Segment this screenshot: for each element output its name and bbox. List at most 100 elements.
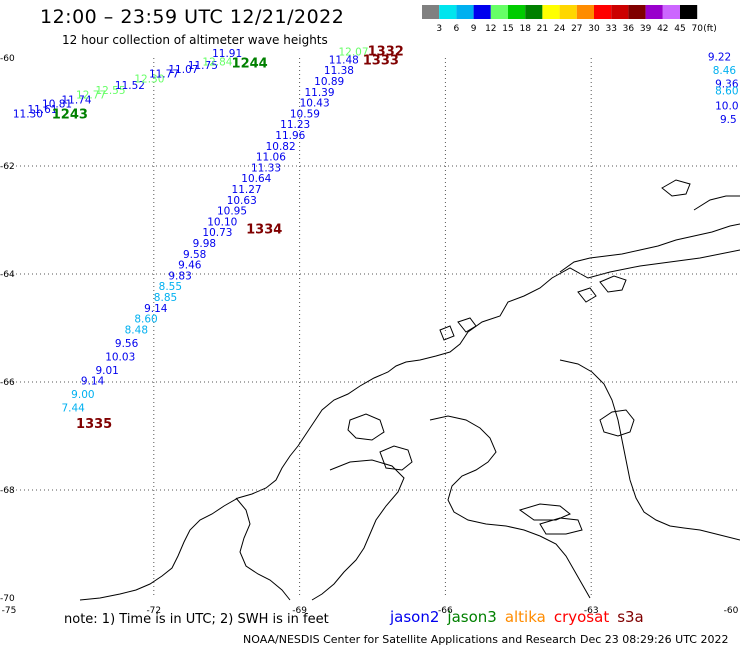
legend-swatch-21 bbox=[525, 5, 543, 19]
wave-height-label: 11.75 bbox=[188, 60, 218, 72]
wave-height-label: 11.39 bbox=[304, 87, 334, 99]
generation-timestamp: Dec 23 08:29:26 UTC 2022 bbox=[580, 633, 729, 646]
axis-ticks: -75 -72 -69 -66 -63 -60 -60 -62 -64 -66 -68 -70 bbox=[0, 54, 739, 616]
legend-tick-label: 70 bbox=[691, 24, 703, 34]
lat-tick-label: -68 bbox=[0, 486, 15, 496]
legend-swatch-3 bbox=[422, 5, 440, 19]
island-5 bbox=[439, 325, 455, 341]
lon-tick-label: -72 bbox=[146, 606, 161, 616]
wave-height-label: 9.56 bbox=[115, 338, 139, 350]
page-subtitle: 12 hour collection of altimeter wave hei… bbox=[62, 33, 328, 47]
wave-height-label: 10.64 bbox=[241, 173, 271, 185]
wave-height-label: 11.06 bbox=[256, 152, 286, 164]
lat-tick-label: -62 bbox=[0, 162, 15, 172]
wave-height-label: 9.14 bbox=[144, 303, 168, 315]
legend-swatch-12 bbox=[473, 5, 491, 19]
legend-tick-label: 6 bbox=[454, 24, 460, 34]
lon-tick-label: -69 bbox=[292, 606, 307, 616]
satellite-label-jason3: jason3 bbox=[447, 608, 497, 626]
wave-height-label: 11.96 bbox=[275, 130, 305, 142]
legend-tick-label: 27 bbox=[571, 24, 582, 34]
page-title: 12:00 – 23:59 UTC 12/21/2022 bbox=[40, 6, 345, 28]
satellite-legend: jason2 jason3 altika cryosat s3a bbox=[390, 608, 652, 626]
ice-edge-east bbox=[599, 409, 635, 437]
lat-tick-label: -64 bbox=[0, 270, 15, 280]
legend-swatch-42 bbox=[645, 5, 663, 19]
wave-height-label: 12.77 bbox=[76, 90, 106, 102]
wave-height-label: 10.73 bbox=[202, 227, 232, 239]
island-7 bbox=[518, 503, 571, 521]
wave-height-label: 8.46 bbox=[713, 65, 737, 77]
legend-swatch-45 bbox=[662, 5, 680, 19]
legend-tick-label: 36 bbox=[623, 24, 635, 34]
lon-tick-label: -63 bbox=[584, 606, 599, 616]
legend-swatch-70 bbox=[680, 5, 698, 19]
graticule bbox=[8, 58, 737, 598]
legend-swatch-24 bbox=[542, 5, 560, 19]
wave-height-label: 11.23 bbox=[280, 119, 310, 131]
wave-height-label: 10.10 bbox=[207, 216, 237, 228]
legend-swatch-15 bbox=[490, 5, 508, 19]
wave-height-label: 8.55 bbox=[159, 281, 182, 293]
credit-line: NOAA/NESDIS Center for Satellite Applica… bbox=[243, 633, 577, 646]
wave-height-label: 9.00 bbox=[71, 389, 94, 401]
island-3 bbox=[577, 287, 597, 303]
alexander-island-coast bbox=[311, 459, 405, 601]
peninsula-coastline bbox=[79, 249, 740, 601]
wave-height-label: 10.03 bbox=[105, 351, 135, 363]
wave-height-label: 11.33 bbox=[251, 162, 281, 174]
legend-tick-label: 42 bbox=[657, 24, 668, 34]
larsen-coast bbox=[559, 359, 740, 541]
wave-height-label: 8.60 bbox=[134, 314, 157, 326]
wave-height-label: 9.98 bbox=[193, 238, 216, 250]
legend-unit: (ft) bbox=[703, 24, 717, 34]
color-scale-legend: 3 6 9 12 15 18 21 24 27 30 33 36 39 42 45 70 (ft) bbox=[422, 5, 717, 34]
wave-height-label: 10.95 bbox=[217, 206, 247, 218]
wave-height-label: 12.07 bbox=[338, 46, 368, 58]
island-1 bbox=[661, 179, 691, 197]
wave-height-label: 9.14 bbox=[81, 376, 105, 388]
pass-time-label: 1244 bbox=[232, 57, 268, 72]
wave-height-label: 10.59 bbox=[290, 108, 320, 120]
lat-tick-label: -70 bbox=[0, 594, 15, 604]
wave-height-label: 12.84 bbox=[202, 57, 232, 69]
wave-height-label: 11.74 bbox=[61, 94, 91, 106]
lat-tick-label: -66 bbox=[0, 378, 15, 388]
island-8 bbox=[539, 517, 583, 535]
legend-tick-label: 18 bbox=[519, 24, 531, 34]
satellite-label-s3a: s3a bbox=[617, 608, 644, 626]
wave-height-label: 9.36 bbox=[715, 79, 739, 91]
footnote: note: 1) Time is in UTC; 2) SWH is in fe… bbox=[64, 612, 329, 627]
joinville-island bbox=[693, 195, 740, 211]
legend-tick-label: 45 bbox=[674, 24, 685, 34]
lat-tick-label: -60 bbox=[0, 54, 15, 64]
wave-height-label: 7.44 bbox=[61, 403, 85, 415]
wave-height-label: 9.46 bbox=[178, 260, 202, 272]
legend-swatch-36 bbox=[611, 5, 629, 19]
wave-height-label: 10.63 bbox=[227, 195, 257, 207]
wave-height-label: 8.60 bbox=[715, 86, 738, 98]
wave-height-label: 11.27 bbox=[232, 184, 262, 196]
wave-height-label: 9.22 bbox=[708, 52, 731, 64]
wave-height-label: 10.43 bbox=[300, 98, 330, 110]
wave-height-label: 10.82 bbox=[266, 141, 296, 153]
island-6 bbox=[379, 445, 413, 471]
wave-height-label: 12.30 bbox=[134, 73, 164, 85]
wave-height-label: 8.48 bbox=[125, 324, 148, 336]
legend-swatch-30 bbox=[576, 5, 594, 19]
pass-time-label: 1335 bbox=[76, 417, 112, 432]
wave-height-label: 11.61 bbox=[27, 104, 57, 116]
legend-tick-label: 3 bbox=[436, 24, 442, 34]
island-4 bbox=[457, 317, 477, 333]
wave-height-label: 8.85 bbox=[154, 292, 177, 304]
pass-time-label: 1243 bbox=[52, 107, 88, 122]
lon-tick-label: -75 bbox=[2, 606, 17, 616]
legend-tick-label: 39 bbox=[640, 24, 652, 34]
wave-height-label: 12.55 bbox=[95, 85, 125, 97]
legend-tick-label: 9 bbox=[471, 24, 477, 34]
wave-height-label: 10.89 bbox=[314, 76, 344, 88]
adelaide-island-coast bbox=[347, 413, 385, 441]
legend-tick-label: 30 bbox=[588, 24, 600, 34]
